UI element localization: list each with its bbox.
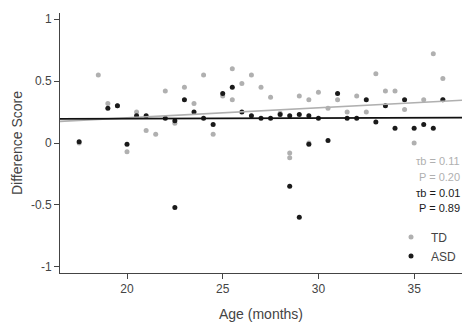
svg-text:30: 30 [312,282,326,296]
svg-text:20: 20 [120,282,134,296]
svg-text:35: 35 [407,282,421,296]
svg-text:Age (months): Age (months) [219,306,303,322]
svg-text:τb = 0.11: τb = 0.11 [416,155,460,167]
svg-text:1: 1 [45,12,52,26]
svg-text:0: 0 [45,136,52,150]
svg-text:TD: TD [431,231,447,245]
svg-text:ASD: ASD [431,250,456,264]
svg-text:τb = 0.01: τb = 0.01 [416,187,460,199]
svg-text:0.5: 0.5 [35,74,52,88]
svg-text:-1: -1 [41,260,52,274]
svg-text:Difference Score: Difference Score [9,91,25,195]
svg-text:-0.5: -0.5 [31,198,52,212]
svg-text:P = 0.20: P = 0.20 [419,171,460,183]
svg-text:P = 0.89: P = 0.89 [419,202,460,214]
svg-text:25: 25 [216,282,230,296]
